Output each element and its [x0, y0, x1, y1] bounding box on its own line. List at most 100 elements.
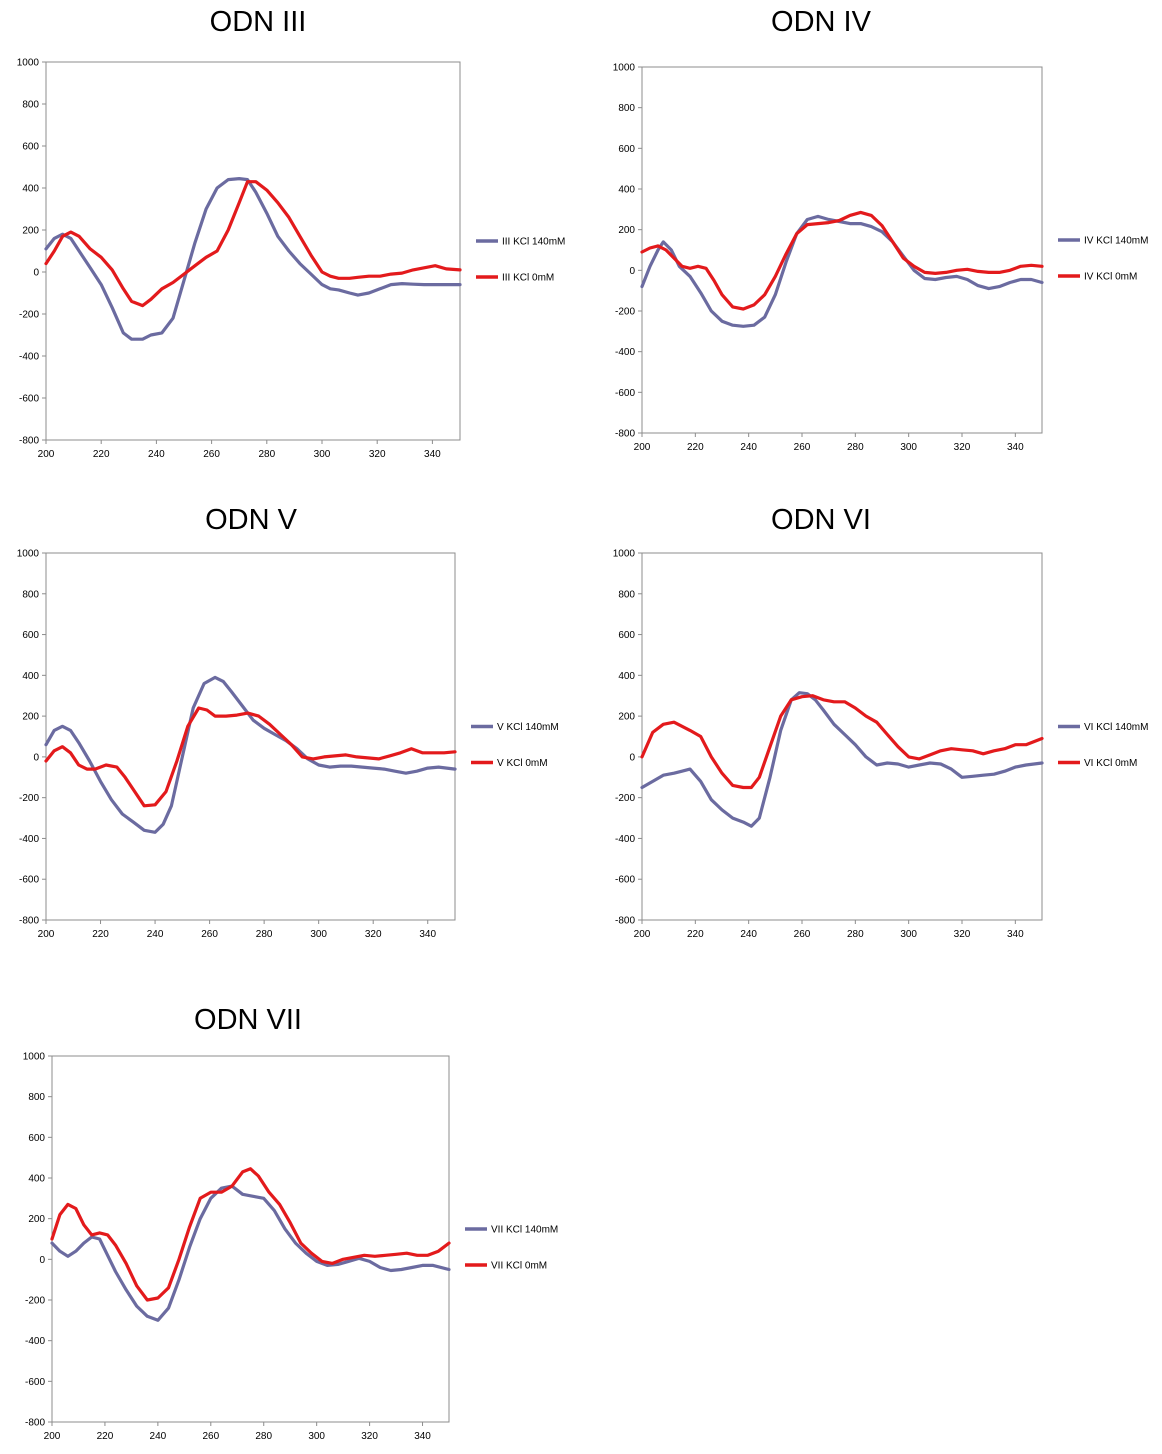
y-tick-label: 200	[22, 712, 39, 723]
x-tick-label: 240	[740, 442, 757, 453]
y-tick-label: -600	[615, 388, 635, 399]
plot-area	[641, 552, 1043, 921]
x-tick-label: 240	[150, 1431, 167, 1442]
y-tick-label: -400	[615, 347, 635, 358]
y-tick-label: 0	[39, 1255, 45, 1266]
y-tick-label: 600	[618, 630, 635, 641]
x-tick-label: 340	[1007, 929, 1024, 940]
y-tick-label: 400	[28, 1174, 45, 1185]
legend-label: III KCl 0mM	[502, 273, 554, 284]
y-tick-label: -400	[19, 834, 39, 845]
y-tick-label: 1000	[17, 58, 40, 69]
y-tick-label: -600	[19, 394, 39, 405]
y-tick-label: 1000	[17, 549, 40, 560]
chart-panel-odn-vi: ODN VI 1000 800 600 400 200 0 -200 -400 -600 -800…	[580, 490, 1162, 960]
x-tick-label: 340	[1007, 442, 1024, 453]
chart-panel-odn-v: ODN V 1000 800 600 400 200 0 -200 -400 -600 -800 2…	[0, 490, 600, 960]
y-tick-label: 0	[629, 266, 635, 277]
legend-label: VII KCl 140mM	[491, 1225, 558, 1236]
x-tick-label: 300	[308, 1431, 325, 1442]
legend-label: VII KCl 0mM	[491, 1261, 547, 1272]
y-tick-label: 1000	[23, 1052, 46, 1063]
legend-label: VI KCl 140mM	[1084, 722, 1148, 733]
y-tick-label: -600	[19, 875, 39, 886]
y-tick-label: -800	[615, 916, 635, 927]
x-tick-label: 340	[414, 1431, 431, 1442]
series-line-kcl-0mm	[44, 180, 462, 308]
x-tick-label: 280	[847, 442, 864, 453]
x-tick-label: 280	[255, 1431, 272, 1442]
y-tick-label: 200	[22, 226, 39, 237]
x-tick-label: 200	[38, 929, 55, 940]
x-tick-label: 320	[954, 442, 971, 453]
x-tick-label: 340	[419, 929, 436, 940]
x-tick-label: 260	[202, 1431, 219, 1442]
legend-label: IV KCl 0mM	[1084, 272, 1137, 283]
x-tick-label: 200	[634, 929, 651, 940]
x-tick-label: 240	[740, 929, 757, 940]
series-line-kcl-0mm	[640, 694, 1044, 790]
y-tick-label: 400	[22, 671, 39, 682]
y-tick-label: -800	[615, 429, 635, 440]
x-tick-label: 220	[92, 929, 109, 940]
y-tick-label: 800	[618, 589, 635, 600]
x-tick-label: 220	[687, 442, 704, 453]
chart-panel-odn-iv: ODN IV 1000 800 600 400 200 0 -200 -400 -600 -800…	[580, 0, 1162, 470]
legend-label: III KCl 140mM	[502, 237, 565, 248]
plot-area	[45, 61, 461, 441]
x-tick-label: 320	[369, 449, 386, 460]
y-tick-label: -800	[19, 436, 39, 447]
chart-title: ODN V	[205, 504, 297, 536]
x-tick-label: 200	[44, 1431, 61, 1442]
y-tick-label: 400	[618, 671, 635, 682]
y-tick-label: 0	[33, 752, 39, 763]
x-tick-label: 300	[900, 929, 917, 940]
series-line-kcl-140mm	[44, 177, 462, 341]
y-tick-label: 800	[28, 1092, 45, 1103]
y-tick-label: -400	[615, 834, 635, 845]
x-tick-label: 260	[794, 929, 811, 940]
x-tick-label: 300	[310, 929, 327, 940]
legend-label: VI KCl 0mM	[1084, 758, 1137, 769]
y-tick-label: -200	[615, 307, 635, 318]
x-tick-label: 260	[794, 442, 811, 453]
legend-label: IV KCl 140mM	[1084, 236, 1148, 247]
y-tick-label: -600	[25, 1377, 45, 1388]
x-tick-label: 240	[148, 449, 165, 460]
y-tick-label: 400	[22, 184, 39, 195]
legend-label: V KCl 140mM	[497, 722, 559, 733]
chart-svg: 1000 800 600 400 200 0 -200 -400 -600 -800 200 220 2…	[17, 58, 566, 461]
x-tick-label: 200	[634, 442, 651, 453]
chart-title: ODN IV	[771, 6, 871, 38]
y-tick-label: 200	[618, 712, 635, 723]
y-tick-label: 600	[618, 144, 635, 155]
x-tick-label: 220	[97, 1431, 114, 1442]
y-tick-label: 600	[22, 142, 39, 153]
chart-svg: 1000 800 600 400 200 0 -200 -400 -600 -800 200 220 2…	[23, 1052, 559, 1443]
chart-svg: 1000 800 600 400 200 0 -200 -400 -600 -800 200 220 2…	[613, 63, 1149, 454]
y-tick-label: 800	[618, 103, 635, 114]
chart-title: ODN III	[209, 6, 307, 38]
y-tick-label: -200	[25, 1296, 45, 1307]
x-tick-label: 260	[203, 449, 220, 460]
x-tick-label: 280	[256, 929, 273, 940]
x-tick-label: 280	[847, 929, 864, 940]
x-tick-label: 220	[93, 449, 110, 460]
chart-title: ODN VII	[194, 1004, 302, 1036]
x-tick-label: 320	[365, 929, 382, 940]
y-tick-label: 800	[22, 100, 39, 111]
plot-area	[45, 552, 456, 921]
x-tick-label: 300	[314, 449, 331, 460]
chart-title: ODN VI	[771, 504, 871, 536]
chart-svg: 1000 800 600 400 200 0 -200 -400 -600 -800 200 220 2…	[613, 549, 1149, 941]
x-tick-label: 200	[38, 449, 55, 460]
y-tick-label: 1000	[613, 63, 636, 74]
y-tick-label: -200	[19, 310, 39, 321]
y-tick-label: 0	[629, 752, 635, 763]
plot-area	[641, 66, 1043, 434]
series-line-kcl-140mm	[44, 675, 457, 834]
y-tick-label: 200	[618, 225, 635, 236]
y-tick-label: -400	[19, 352, 39, 363]
legend-label: V KCl 0mM	[497, 758, 548, 769]
y-tick-label: -200	[19, 793, 39, 804]
